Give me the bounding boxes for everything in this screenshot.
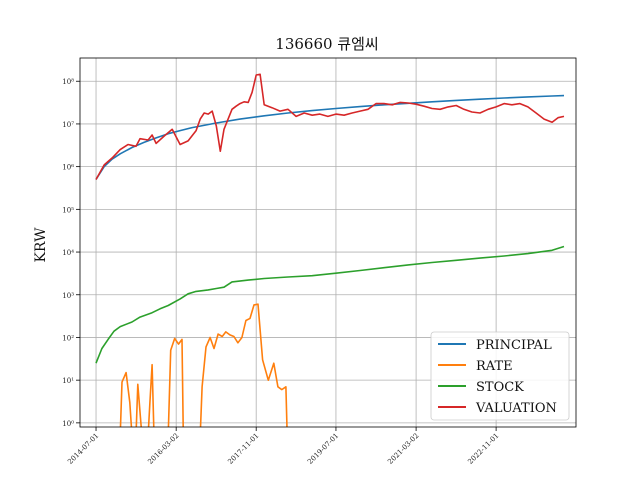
y-tick-label: 10³: [62, 292, 74, 300]
y-tick-label: 10⁴: [62, 249, 74, 257]
series-lines: [95, 73, 565, 427]
series-line-valuation: [95, 73, 565, 180]
legend-box: [430, 331, 570, 421]
y-tick-label: 10⁵: [62, 206, 74, 214]
y-tick-label: 10⁷: [62, 121, 74, 129]
legend-entry: PRINCIPAL: [476, 338, 552, 353]
x-tick-label: 2022-11-01: [466, 432, 500, 466]
legend-entry: STOCK: [476, 380, 524, 395]
legend-entry: VALUATION: [475, 401, 557, 416]
x-tick-label: 2021-03-02: [386, 432, 420, 466]
x-tick-label: 2019-07-01: [306, 432, 340, 466]
x-tick-label: 2014-07-01: [66, 432, 100, 466]
legend-entry: RATE: [476, 359, 513, 374]
y-tick-label: 10⁸: [62, 78, 74, 86]
y-tick-label: 10⁶: [62, 164, 74, 172]
y-tick-label: 10²: [62, 334, 74, 342]
x-tick-label: 2016-03-02: [146, 432, 180, 466]
legend: PRINCIPAL RATE STOCK VALUATION: [430, 331, 570, 421]
y-axis-ticks: 10⁰ 10¹ 10² 10³ 10⁴ 10⁵ 10⁶ 10⁷ 10⁸: [62, 78, 80, 428]
chart-title: 136660 큐엠씨: [275, 35, 378, 53]
y-tick-label: 10⁰: [62, 420, 74, 428]
series-line-rate: [119, 303, 288, 427]
x-tick-label: 2017-11-01: [226, 432, 260, 466]
x-axis-ticks: 2014-07-01 2016-03-02 2017-11-01 2019-07-01…: [66, 427, 501, 466]
y-tick-label: 10¹: [62, 377, 74, 385]
series-line-stock: [95, 245, 565, 364]
y-axis-label: KRW: [33, 227, 49, 263]
grid: [80, 58, 576, 427]
plot-frame: [79, 57, 577, 428]
